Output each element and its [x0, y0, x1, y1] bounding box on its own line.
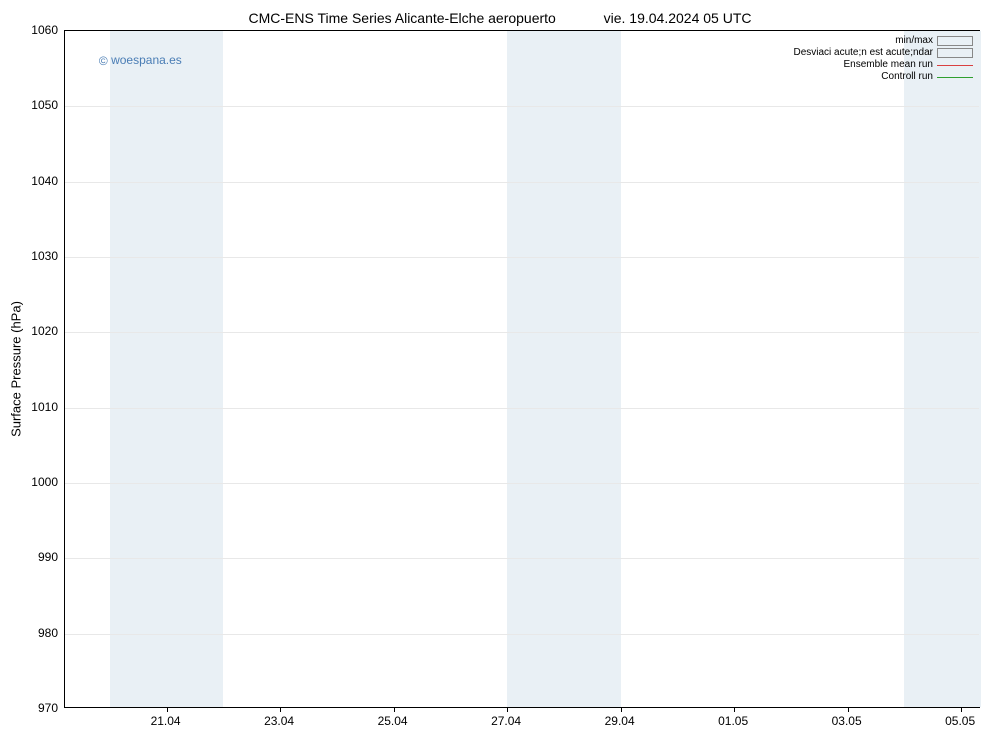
grid-line: [65, 483, 979, 484]
grid-line: [65, 332, 979, 333]
x-tick-mark: [167, 707, 168, 712]
legend-label: min/max: [895, 35, 937, 47]
y-tick-label: 1030: [22, 249, 58, 263]
watermark: © woespana.es: [99, 53, 182, 68]
legend-swatch: [937, 36, 973, 46]
legend-item: Controll run: [793, 71, 973, 83]
legend-label: Controll run: [881, 71, 937, 83]
grid-line: [65, 634, 979, 635]
x-tick-mark: [734, 707, 735, 712]
chart-title-right: vie. 19.04.2024 05 UTC: [604, 10, 752, 26]
legend-item: Desviaci acute;n est acute;ndar: [793, 47, 973, 59]
x-tick-mark: [507, 707, 508, 712]
x-tick-label: 03.05: [832, 714, 862, 728]
y-tick-label: 970: [22, 701, 58, 715]
x-tick-mark: [961, 707, 962, 712]
y-tick-label: 980: [22, 626, 58, 640]
plot-area: © woespana.es min/maxDesviaci acute;n es…: [64, 30, 980, 708]
watermark-text: woespana.es: [111, 53, 182, 67]
x-tick-label: 27.04: [491, 714, 521, 728]
chart-title-left: CMC-ENS Time Series Alicante-Elche aerop…: [249, 10, 556, 26]
legend-label: Ensemble mean run: [844, 59, 938, 71]
y-axis-label: Surface Pressure (hPa): [9, 301, 24, 437]
legend-swatch: [937, 60, 973, 70]
x-tick-label: 01.05: [718, 714, 748, 728]
chart-container: CMC-ENS Time Series Alicante-Elche aerop…: [0, 0, 1000, 733]
grid-line: [65, 182, 979, 183]
x-tick-label: 21.04: [151, 714, 181, 728]
legend-swatch: [937, 72, 973, 82]
x-tick-label: 25.04: [378, 714, 408, 728]
x-tick-label: 23.04: [264, 714, 294, 728]
copyright-icon: ©: [99, 54, 108, 68]
y-tick-label: 990: [22, 550, 58, 564]
y-tick-label: 1040: [22, 174, 58, 188]
y-tick-label: 1020: [22, 324, 58, 338]
grid-line: [65, 408, 979, 409]
x-tick-label: 29.04: [605, 714, 635, 728]
chart-title: CMC-ENS Time Series Alicante-Elche aerop…: [0, 10, 1000, 26]
legend-item: min/max: [793, 35, 973, 47]
x-tick-mark: [848, 707, 849, 712]
x-tick-mark: [621, 707, 622, 712]
legend: min/maxDesviaci acute;n est acute;ndarEn…: [793, 35, 973, 83]
weekend-band: [904, 31, 981, 707]
x-tick-label: 05.05: [945, 714, 975, 728]
y-tick-label: 1000: [22, 475, 58, 489]
weekend-band: [110, 31, 224, 707]
y-tick-label: 1010: [22, 400, 58, 414]
x-tick-mark: [394, 707, 395, 712]
grid-line: [65, 106, 979, 107]
grid-line: [65, 257, 979, 258]
legend-swatch: [937, 48, 973, 58]
legend-label: Desviaci acute;n est acute;ndar: [793, 47, 937, 59]
x-tick-mark: [280, 707, 281, 712]
y-tick-label: 1060: [22, 23, 58, 37]
legend-item: Ensemble mean run: [793, 59, 973, 71]
grid-line: [65, 558, 979, 559]
y-tick-label: 1050: [22, 98, 58, 112]
weekend-band: [507, 31, 621, 707]
